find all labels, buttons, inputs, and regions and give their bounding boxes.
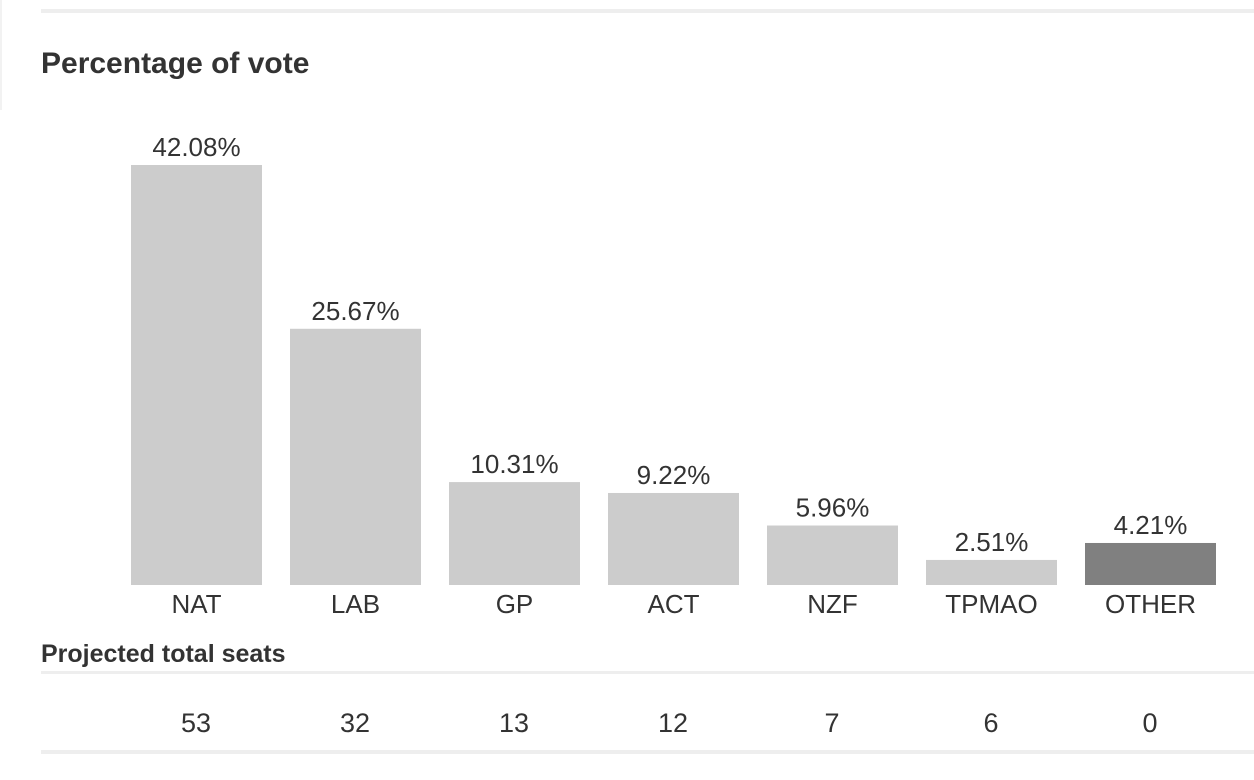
value-label-gp: 10.31% bbox=[470, 449, 558, 479]
top-divider bbox=[41, 9, 1254, 13]
seats-row: 53 32 13 12 7 6 0 bbox=[0, 704, 1254, 744]
value-label-tpmao: 2.51% bbox=[955, 527, 1029, 557]
category-label-other: OTHER bbox=[1105, 589, 1196, 619]
value-label-nat: 42.08% bbox=[152, 132, 240, 162]
chart-title: Percentage of vote bbox=[41, 47, 310, 80]
value-label-other: 4.21% bbox=[1114, 510, 1188, 540]
bar-other bbox=[1085, 542, 1216, 585]
category-label-lab: LAB bbox=[331, 589, 380, 619]
seat-count-nat: 53 bbox=[180, 708, 212, 738]
seats-divider-bottom bbox=[41, 750, 1254, 754]
seat-count-lab: 32 bbox=[339, 708, 371, 738]
value-label-nzf: 5.96% bbox=[796, 493, 870, 523]
seat-count-gp: 13 bbox=[498, 708, 530, 738]
seats-title: Projected total seats bbox=[41, 640, 286, 668]
value-label-act: 9.22% bbox=[637, 460, 711, 490]
seats-divider-top bbox=[41, 671, 1254, 674]
seat-count-act: 12 bbox=[657, 708, 689, 738]
bar-act bbox=[608, 492, 739, 585]
seat-count-nzf: 7 bbox=[824, 708, 840, 738]
category-label-tpmao: TPMAO bbox=[945, 589, 1037, 619]
bar-gp bbox=[449, 482, 580, 585]
seat-count-other: 0 bbox=[1142, 708, 1158, 738]
bar-lab bbox=[290, 328, 421, 585]
vote-bar-chart: 42.08% NAT 25.67% LAB 10.31% GP 9.22% ACT 5.96% N… bbox=[131, 132, 1216, 619]
bar-nat bbox=[131, 165, 262, 585]
panel-edge bbox=[0, 0, 2, 110]
value-label-lab: 25.67% bbox=[311, 296, 399, 326]
category-label-nat: NAT bbox=[171, 589, 221, 619]
seat-count-tpmao: 6 bbox=[983, 708, 999, 738]
category-label-act: ACT bbox=[648, 589, 700, 619]
category-label-gp: GP bbox=[496, 589, 534, 619]
category-label-nzf: NZF bbox=[807, 589, 858, 619]
bar-tpmao bbox=[926, 559, 1057, 585]
bar-nzf bbox=[767, 525, 898, 585]
